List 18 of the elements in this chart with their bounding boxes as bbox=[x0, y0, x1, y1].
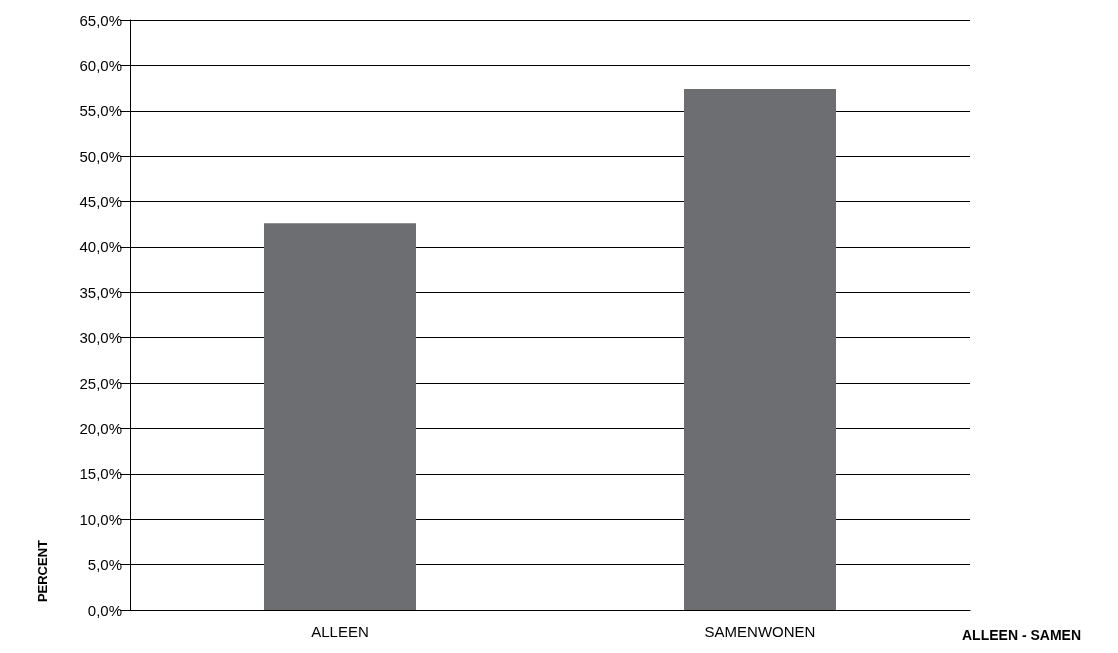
x-tick-label: ALLEEN bbox=[311, 623, 369, 640]
y-tick-label: 15,0% bbox=[79, 465, 122, 483]
y-tick-label: 55,0% bbox=[79, 102, 122, 120]
y-tick-label: 35,0% bbox=[79, 283, 122, 301]
y-tick-label: 65,0% bbox=[79, 11, 122, 29]
y-tick-label: 20,0% bbox=[79, 419, 122, 437]
x-tick-label: SAMENWONEN bbox=[704, 623, 816, 640]
y-tick-label: 40,0% bbox=[79, 238, 122, 256]
y-tick-label: 25,0% bbox=[79, 374, 122, 392]
y-tick-label: 10,0% bbox=[79, 510, 122, 528]
y-tick-label: 0,0% bbox=[87, 601, 122, 619]
y-tick-label: 5,0% bbox=[87, 556, 122, 574]
y-tick-label: 30,0% bbox=[79, 329, 122, 347]
y-tick-label: 50,0% bbox=[79, 147, 122, 165]
y-tick-label: 60,0% bbox=[79, 56, 122, 74]
y-tick-label: 45,0% bbox=[79, 193, 122, 211]
y-axis-title: PERCENT bbox=[35, 539, 50, 603]
x-axis-title: ALLEEN - SAMEN bbox=[962, 627, 1081, 643]
